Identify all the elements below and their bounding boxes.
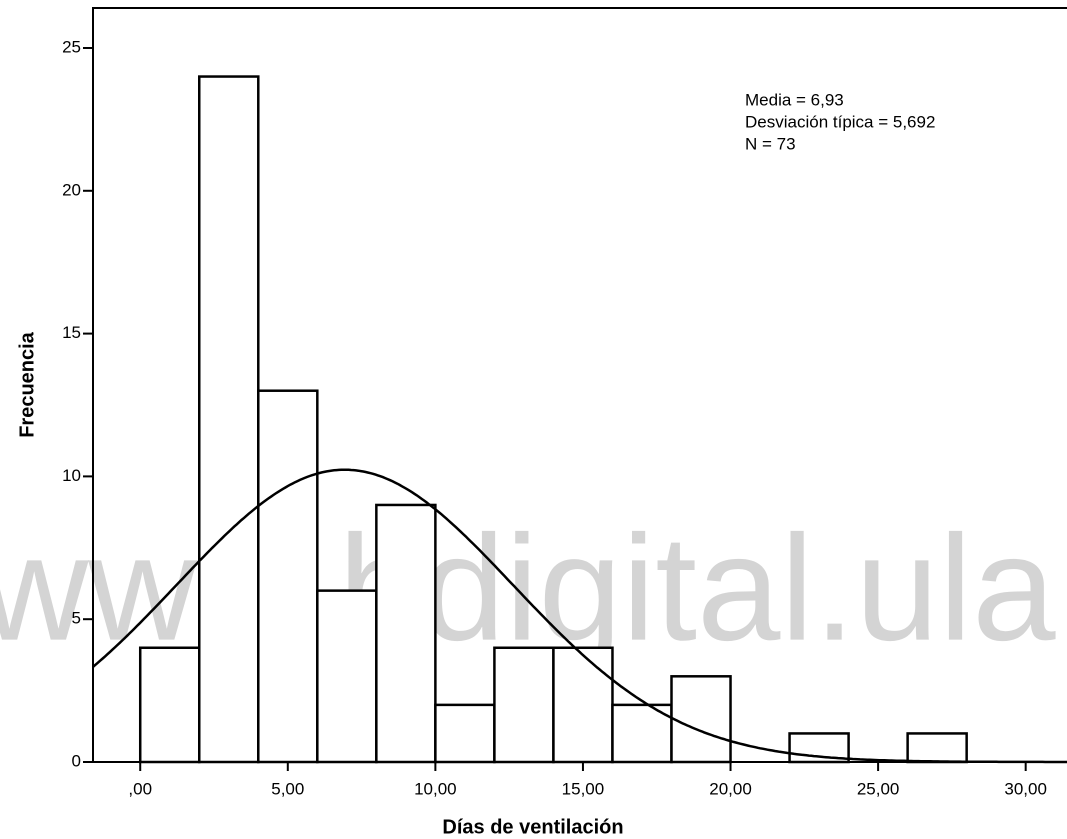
stats-annotation: Media = 6,93: [745, 90, 844, 109]
x-tick-label: 5,00: [271, 779, 304, 798]
x-tick-label: 25,00: [857, 779, 900, 798]
y-tick-label: 15: [62, 323, 81, 342]
stats-annotation: Desviación típica = 5,692: [745, 112, 935, 131]
x-tick-label: 10,00: [414, 779, 457, 798]
bar: [316, 589, 378, 764]
y-tick-label: 5: [72, 609, 81, 628]
watermark: www.bdigital.ula.v: [0, 504, 1067, 672]
bar: [434, 703, 496, 764]
y-tick-label: 20: [62, 180, 81, 199]
stats-annotation: N = 73: [745, 134, 796, 153]
y-tick-label: 25: [62, 37, 81, 56]
x-tick-label: 30,00: [1004, 779, 1047, 798]
y-axis-title: Frecuencia: [16, 331, 38, 437]
bar: [493, 646, 555, 764]
bar: [138, 646, 201, 764]
x-axis-title: Días de ventilación: [442, 816, 623, 838]
x-tick-label: ,00: [128, 779, 152, 798]
y-tick-label: 10: [62, 466, 81, 485]
y-tick-label: 0: [72, 751, 81, 770]
bar: [257, 389, 319, 764]
bar: [375, 503, 437, 764]
bar: [198, 75, 260, 764]
x-tick-label: 20,00: [709, 779, 752, 798]
bar: [552, 646, 614, 764]
x-tick-label: 15,00: [562, 779, 605, 798]
normal-curve: [92, 468, 1067, 764]
bar: [906, 732, 968, 764]
bar: [670, 675, 732, 764]
